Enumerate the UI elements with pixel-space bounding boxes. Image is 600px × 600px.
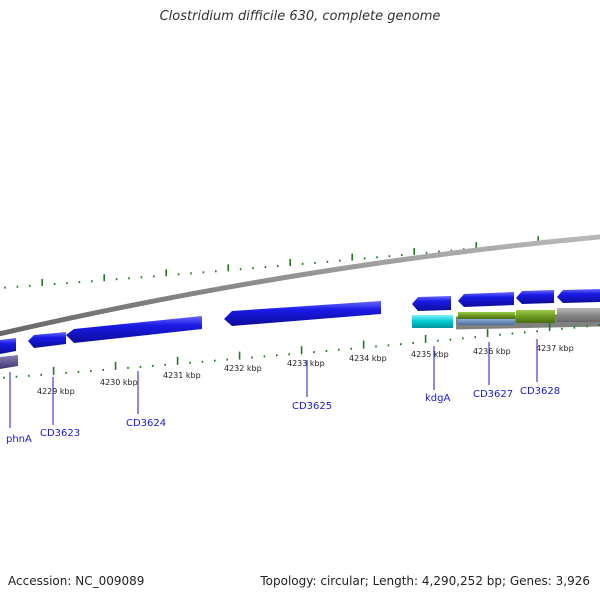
cds-arrow — [516, 290, 554, 304]
outer-tick-row — [4, 236, 589, 289]
inner-tick-row — [3, 323, 600, 379]
scale-label: 4232 kbp — [224, 364, 262, 373]
cds-arrow — [224, 301, 381, 326]
scale-label: 4233 kbp — [287, 359, 325, 368]
cds-arrow — [0, 338, 16, 354]
gene-label[interactable]: phnA — [6, 434, 32, 445]
cds-arrow — [28, 332, 66, 348]
map-title: Clostridium difficile 630, complete geno… — [159, 9, 441, 24]
gene-feature — [516, 310, 555, 323]
gene-fragment — [0, 355, 18, 369]
scale-label: 4235 kbp — [411, 350, 449, 359]
gene-feature — [557, 308, 600, 322]
gene-feature — [458, 312, 515, 319]
gene-label[interactable]: CD3624 — [126, 418, 166, 429]
gene-label[interactable]: CD3627 — [473, 389, 513, 400]
scale-label: 4237 kbp — [536, 344, 574, 353]
gene-feature — [458, 319, 515, 325]
scale-label: 4234 kbp — [349, 354, 387, 363]
gene-label[interactable]: CD3623 — [40, 428, 80, 439]
scale-label: 4230 kbp — [100, 378, 138, 387]
genome-backbone — [0, 234, 600, 337]
genome-summary-text: Topology: circular; Length: 4,290,252 bp… — [260, 574, 590, 588]
rna-feature — [412, 315, 453, 328]
gene-label[interactable]: CD3628 — [520, 386, 560, 397]
gene-labels: phnA CD3623 CD3624 CD3625 kdgA CD3627 CD3628 — [6, 339, 560, 445]
scale-label: 4236 kbp — [473, 347, 511, 356]
cds-arrow — [458, 292, 514, 307]
gene-label[interactable]: kdgA — [425, 393, 450, 404]
cds-arrow — [557, 289, 600, 303]
cds-arrow — [412, 296, 451, 311]
scale-labels: 4229 kbp 4230 kbp 4231 kbp 4232 kbp 4233 kbp… — [37, 344, 574, 396]
accession-text: Accession: NC_009089 — [8, 574, 145, 588]
gene-label[interactable]: CD3625 — [292, 401, 332, 412]
cds-features — [0, 289, 600, 369]
scale-label: 4229 kbp — [37, 387, 75, 396]
scale-label: 4231 kbp — [163, 371, 201, 380]
cds-arrow — [66, 316, 202, 343]
